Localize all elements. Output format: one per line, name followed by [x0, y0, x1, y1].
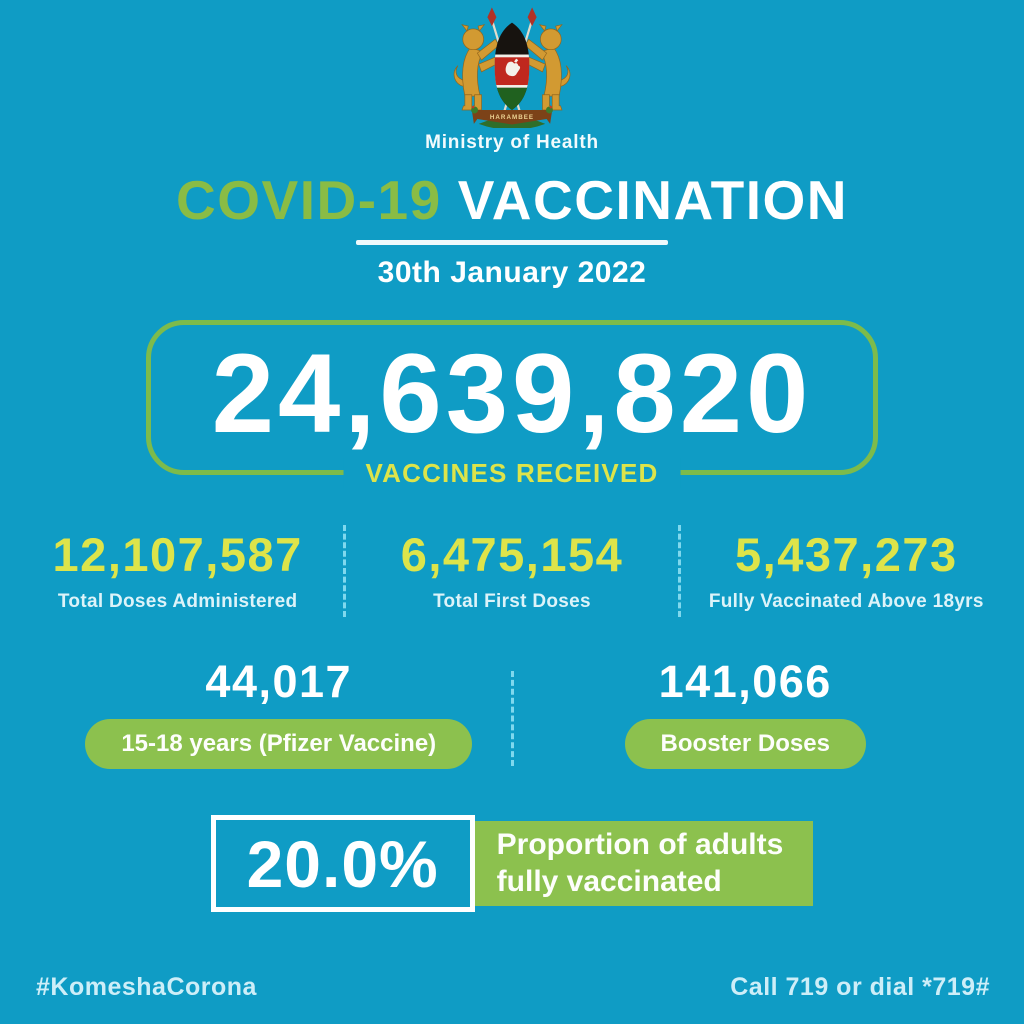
vaccines-received-box: 24,639,820 VACCINES RECEIVED — [146, 319, 878, 488]
stat-fully-vaccinated: 5,437,273 Fully Vaccinated Above 18yrs — [681, 529, 1012, 613]
stat-label: Total Doses Administered — [57, 590, 298, 612]
call-info: Call 719 or dial *719# — [730, 973, 990, 1001]
vaccines-received-value: 24,639,820 — [211, 331, 813, 457]
motto-banner: HARAMBEE — [471, 109, 553, 125]
title-covid19: COVID-19 — [176, 169, 442, 231]
lion-left — [453, 24, 501, 111]
stat-value: 6,475,154 — [400, 527, 624, 581]
dashed-divider — [677, 524, 681, 617]
pill-label: Booster Doses — [624, 719, 866, 770]
page-title: COVID-19 VACCINATION — [176, 169, 848, 231]
ministry-name: Ministry of Health — [425, 132, 599, 153]
stat-value: 5,437,273 — [735, 527, 958, 581]
proportion-value: 20.0% — [246, 826, 439, 901]
pill-value: 141,066 — [658, 655, 832, 707]
proportion-value-box: 20.0% — [210, 815, 475, 913]
proportion-label-line1: Proportion of adults — [496, 828, 784, 862]
stat-booster-doses: 141,066 Booster Doses — [514, 657, 978, 770]
stats-row: 12,107,587 Total Doses Administered 6,47… — [12, 524, 1012, 617]
pill-label: 15-18 years (Pfizer Vaccine) — [85, 719, 473, 770]
title-underline — [356, 239, 668, 245]
stat-total-doses: 12,107,587 Total Doses Administered — [12, 529, 343, 613]
hashtag-komesha-corona: #KomeshaCorona — [36, 973, 257, 1001]
motto-text: HARAMBEE — [490, 114, 534, 121]
kenya-coat-of-arms-icon: HARAMBEE — [453, 7, 571, 128]
stat-label: Fully Vaccinated Above 18yrs — [708, 590, 984, 612]
vaccines-received-label: VACCINES RECEIVED — [343, 457, 681, 488]
proportion-section: 20.0% Proportion of adults fully vaccina… — [210, 815, 814, 913]
stat-value: 12,107,587 — [52, 527, 303, 581]
dashed-divider — [343, 524, 347, 617]
lion-right — [523, 24, 571, 111]
stat-label: Total First Doses — [433, 590, 591, 612]
dashed-divider — [510, 670, 514, 766]
stat-first-doses: 6,475,154 Total First Doses — [346, 529, 677, 613]
title-vaccination: VACCINATION — [457, 169, 848, 231]
proportion-label-line2: fully vaccinated — [496, 864, 722, 898]
proportion-label-box: Proportion of adults fully vaccinated — [474, 821, 814, 907]
report-date: 30th January 2022 — [377, 255, 647, 289]
pill-stats-row: 44,017 15-18 years (Pfizer Vaccine) 141,… — [47, 657, 977, 770]
pill-value: 44,017 — [205, 655, 353, 707]
stat-15-18-years: 44,017 15-18 years (Pfizer Vaccine) — [47, 657, 511, 770]
footer: #KomeshaCorona Call 719 or dial *719# — [36, 973, 990, 1002]
